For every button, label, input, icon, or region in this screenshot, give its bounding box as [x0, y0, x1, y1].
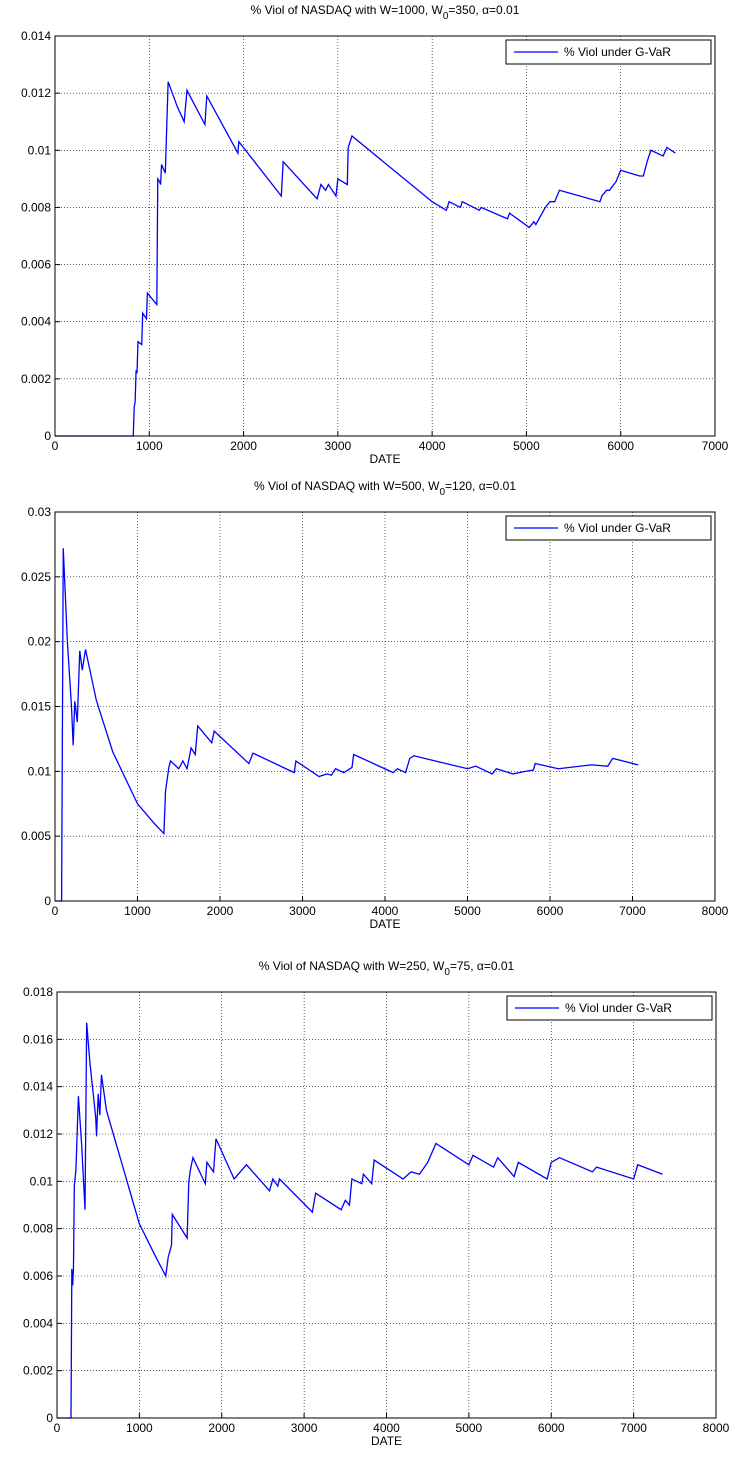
x-tick-label: 8000 [703, 1421, 730, 1435]
y-tick-label: 0.005 [21, 829, 51, 843]
y-tick-label: 0.012 [21, 86, 51, 100]
y-tick-label: 0.014 [23, 1080, 53, 1094]
x-axis-label: DATE [369, 917, 400, 931]
data-line [55, 81, 676, 437]
chart-title: % Viol of NASDAQ with W=500, W0=120, α=0… [254, 479, 516, 498]
title-part: % Viol of NASDAQ with W=1000, W [251, 3, 444, 17]
title-part: 0 [439, 487, 445, 498]
title-part: % Viol of NASDAQ with W=250, W [259, 959, 445, 973]
title-part: =75, α=0.01 [450, 959, 515, 973]
x-tick-label: 1000 [136, 439, 163, 453]
title-part: 0 [444, 967, 450, 978]
x-tick-label: 7000 [620, 1421, 647, 1435]
y-tick-label: 0.01 [28, 764, 52, 778]
x-tick-label: 0 [52, 439, 59, 453]
x-axis-label: DATE [371, 1434, 402, 1448]
x-tick-label: 4000 [373, 1421, 400, 1435]
data-line [57, 1022, 663, 1419]
x-tick-label: 7000 [619, 904, 646, 918]
title-part: =350, α=0.01 [448, 3, 519, 17]
x-tick-label: 5000 [454, 904, 481, 918]
chart-title: % Viol of NASDAQ with W=1000, W0=350, α=… [251, 3, 520, 22]
legend-label: % Viol under G-VaR [565, 1001, 672, 1015]
y-tick-label: 0 [44, 894, 51, 908]
y-tick-label: 0.012 [23, 1127, 53, 1141]
y-tick-label: 0.002 [21, 372, 51, 386]
plot-area [55, 36, 715, 436]
x-tick-label: 5000 [513, 439, 540, 453]
y-tick-label: 0.01 [28, 143, 52, 157]
y-tick-label: 0.008 [23, 1222, 53, 1236]
x-tick-label: 3000 [291, 1421, 318, 1435]
axes-frame [54, 511, 716, 902]
x-tick-label: 2000 [208, 1421, 235, 1435]
x-tick-label: 1000 [124, 904, 151, 918]
x-tick-label: 7000 [702, 439, 729, 453]
y-tick-label: 0.018 [23, 985, 53, 999]
data-line [55, 548, 639, 902]
x-tick-label: 0 [54, 1421, 61, 1435]
title-part: 0 [443, 11, 449, 22]
y-tick-label: 0.01 [30, 1174, 54, 1188]
y-tick-label: 0.002 [23, 1364, 53, 1378]
y-tick-label: 0.004 [23, 1316, 53, 1330]
y-tick-label: 0 [46, 1411, 53, 1425]
x-tick-label: 5000 [456, 1421, 483, 1435]
y-tick-label: 0.02 [28, 635, 52, 649]
y-tick-label: 0.03 [28, 505, 52, 519]
x-tick-label: 6000 [538, 1421, 565, 1435]
x-tick-label: 2000 [230, 439, 257, 453]
y-tick-label: 0.004 [21, 315, 51, 329]
x-tick-label: 6000 [537, 904, 564, 918]
title-part: =120, α=0.01 [445, 479, 516, 493]
y-tick-label: 0.006 [23, 1269, 53, 1283]
legend-label: % Viol under G-VaR [564, 45, 671, 59]
x-tick-label: 6000 [607, 439, 634, 453]
x-tick-label: 0 [52, 904, 59, 918]
axes-frame [54, 35, 716, 437]
y-tick-label: 0.014 [21, 29, 51, 43]
legend-label: % Viol under G-VaR [564, 521, 671, 535]
x-tick-label: 4000 [419, 439, 446, 453]
chart-title: % Viol of NASDAQ with W=250, W0=75, α=0.… [259, 959, 515, 978]
x-tick-label: 4000 [372, 904, 399, 918]
y-tick-label: 0.008 [21, 200, 51, 214]
y-tick-label: 0.006 [21, 258, 51, 272]
x-tick-label: 3000 [325, 439, 352, 453]
x-axis-label: DATE [369, 452, 400, 466]
x-tick-label: 3000 [289, 904, 316, 918]
x-tick-label: 2000 [207, 904, 234, 918]
x-tick-label: 8000 [702, 904, 729, 918]
title-part: % Viol of NASDAQ with W=500, W [254, 479, 440, 493]
y-tick-label: 0.025 [21, 570, 51, 584]
axes-frame [56, 991, 717, 1419]
y-tick-label: 0.016 [23, 1032, 53, 1046]
y-tick-label: 0.015 [21, 700, 51, 714]
x-tick-label: 1000 [126, 1421, 153, 1435]
y-tick-label: 0 [44, 429, 51, 443]
